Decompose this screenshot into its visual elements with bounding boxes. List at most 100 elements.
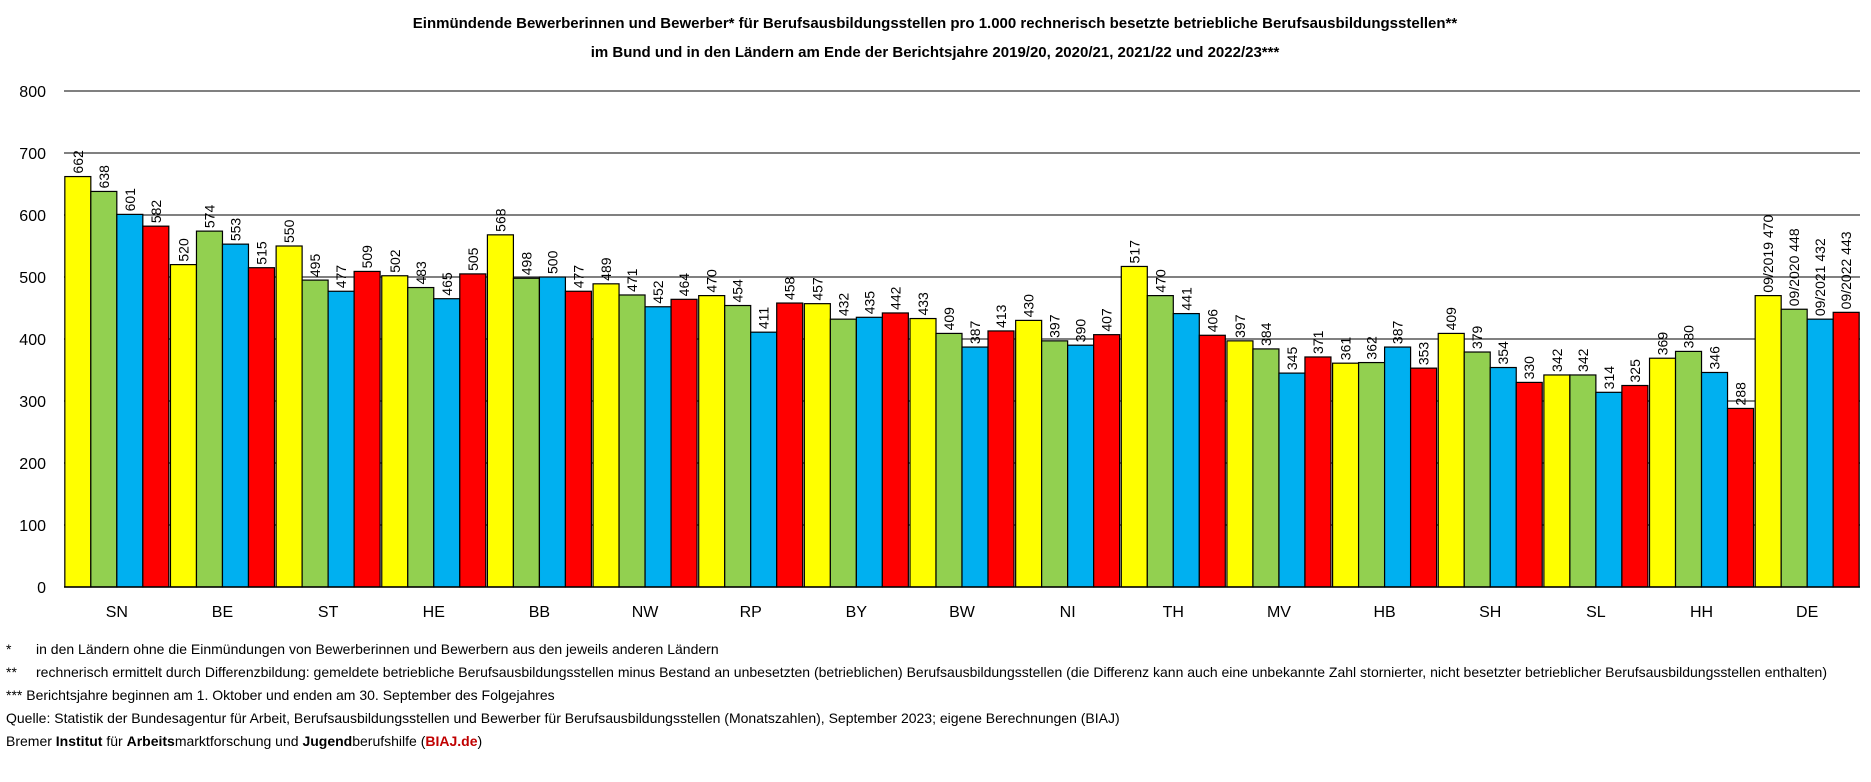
credit-text: Bremer [6, 733, 56, 749]
data-label: 464 [676, 273, 692, 297]
bar [1198, 334, 1226, 588]
bar [698, 295, 726, 588]
bar [1409, 367, 1438, 588]
bar [935, 332, 963, 588]
bar [195, 230, 224, 588]
bar [1700, 371, 1729, 588]
data-label: 09/2020 448 [1786, 228, 1802, 306]
x-tick-label: BY [846, 604, 868, 621]
credit-bold: Jugend [302, 733, 353, 749]
bar [829, 318, 857, 588]
bar [1674, 350, 1703, 588]
bar [142, 225, 170, 588]
bar [169, 264, 198, 588]
bar [1383, 346, 1412, 588]
bar [909, 317, 937, 588]
bar [1226, 340, 1254, 588]
footnote-2: ** rechnerisch ermittelt durch Differenzb… [6, 661, 1866, 684]
credit-bold: Institut [55, 733, 103, 749]
x-tick-label: DE [1796, 604, 1818, 621]
bar [1543, 374, 1571, 588]
data-label: 601 [122, 188, 138, 212]
bar [670, 298, 698, 588]
bar [987, 330, 1015, 588]
bar [1569, 374, 1597, 588]
y-tick-label: 700 [19, 146, 46, 163]
footnote-3: *** Berichtsjahre beginnen am 1. Oktober… [6, 684, 1866, 707]
bar [1067, 344, 1095, 588]
bar [855, 316, 883, 588]
data-label: 505 [465, 247, 481, 271]
data-label: 397 [1232, 314, 1248, 338]
data-label: 354 [1495, 341, 1511, 365]
bar [1780, 308, 1808, 588]
x-tick-label: BE [212, 604, 233, 621]
chart-title-line2: im Bund und in den Ländern am Ende der B… [591, 44, 1280, 61]
bar [618, 294, 646, 588]
bars [64, 175, 1860, 588]
data-label: 384 [1258, 322, 1274, 346]
bar [381, 275, 409, 588]
data-value: 448 [1786, 228, 1802, 252]
x-tick-label: SL [1586, 604, 1606, 621]
y-tick-label: 300 [19, 394, 46, 411]
data-label: 342 [1549, 348, 1565, 372]
bar [750, 331, 778, 588]
data-label: 509 [359, 245, 375, 269]
data-label: 409 [941, 307, 957, 331]
bar [1621, 384, 1649, 588]
bar [564, 290, 593, 588]
bar [327, 290, 355, 588]
bar [1304, 356, 1332, 588]
data-label: 470 [1152, 269, 1168, 293]
series-name: 09/2020 [1786, 255, 1802, 306]
data-label: 433 [915, 292, 931, 316]
data-label: 441 [1178, 287, 1194, 311]
data-label: 582 [148, 200, 164, 224]
footnote-3-marker: *** [6, 687, 23, 703]
bar [301, 279, 329, 588]
data-label: 09/2019 470 [1760, 215, 1776, 293]
credit-text: für [102, 733, 127, 749]
x-tick-label: SH [1479, 604, 1501, 621]
data-label: 397 [1047, 314, 1063, 338]
data-label: 520 [175, 238, 191, 262]
bar [1832, 311, 1860, 588]
x-axis-ticks: SN BE ST HE BB NW RP BY BW NI TH MV HB SH SL HH DE [106, 604, 1819, 621]
bar [961, 346, 989, 588]
data-label: 477 [570, 265, 586, 289]
bar [1515, 381, 1543, 588]
data-label: 574 [201, 205, 217, 229]
y-tick-label: 500 [19, 270, 46, 287]
y-tick-label: 800 [19, 84, 46, 101]
data-label: 662 [70, 150, 86, 174]
bar [644, 306, 672, 588]
credit-line: Bremer Institut für Arbeitsmarktforschun… [6, 730, 1866, 753]
x-tick-label: RP [740, 604, 762, 621]
data-label: 409 [1443, 307, 1459, 331]
x-tick-label: HH [1690, 604, 1713, 621]
biaj-link[interactable]: BIAJ.de [425, 733, 478, 749]
y-tick-label: 100 [19, 518, 46, 535]
data-label: 442 [887, 286, 903, 310]
data-label: 353 [1416, 342, 1432, 366]
x-tick-label: TH [1163, 604, 1184, 621]
x-tick-label: MV [1267, 604, 1291, 621]
data-label: 387 [1390, 320, 1406, 344]
data-value: 443 [1838, 231, 1854, 255]
data-label: 361 [1338, 337, 1354, 361]
bar [1041, 340, 1069, 588]
y-tick-label: 400 [19, 332, 46, 349]
series-name: 09/2022 [1838, 259, 1854, 310]
x-tick-label: SN [106, 604, 128, 621]
credit-text: ) [477, 733, 483, 749]
bar [1278, 372, 1306, 588]
x-tick-label: BW [949, 604, 976, 621]
data-label: 346 [1707, 346, 1723, 370]
bar [1754, 295, 1782, 588]
data-label: 288 [1733, 382, 1749, 406]
x-tick-label: HB [1373, 604, 1395, 621]
data-label: 515 [253, 241, 269, 265]
bar [881, 312, 909, 588]
data-label: 09/2022 443 [1838, 231, 1854, 309]
